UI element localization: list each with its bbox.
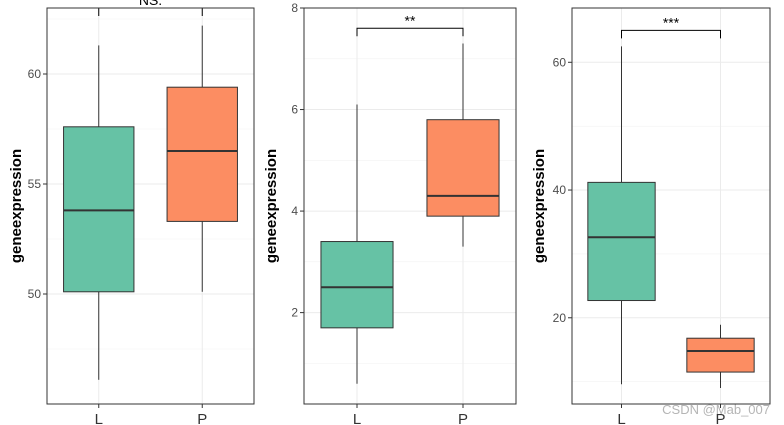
y-tick-label: 6 <box>291 103 298 117</box>
x-tick-label: L <box>95 411 103 425</box>
significance-bracket <box>621 29 721 39</box>
box-body <box>426 119 500 217</box>
y-tick-label: 4 <box>291 204 298 218</box>
box-P <box>686 324 755 389</box>
box-body <box>686 337 755 373</box>
y-axis-title: geneexpression <box>531 149 548 263</box>
y-tick-label: 20 <box>553 311 567 325</box>
significance-bracket <box>356 27 464 37</box>
y-axis-title: geneexpression <box>8 149 25 263</box>
panel-border <box>46 7 255 405</box>
box-body <box>320 241 394 329</box>
x-tick-label: P <box>197 411 207 425</box>
y-tick-label: 40 <box>553 183 567 197</box>
box-P <box>166 25 238 292</box>
y-axis-title: geneexpression <box>263 149 280 263</box>
y-tick-label: 8 <box>291 1 298 15</box>
panel-border <box>571 7 771 405</box>
panel-border <box>303 7 517 405</box>
y-tick-label: 60 <box>553 55 567 69</box>
significance-label: *** <box>663 14 680 30</box>
significance-bracket <box>98 7 203 16</box>
box-P <box>426 43 500 247</box>
x-tick-label: P <box>715 411 725 425</box>
box-L <box>63 45 135 380</box>
significance-label: ** <box>405 12 416 28</box>
x-tick-label: P <box>458 411 468 425</box>
box-body <box>63 126 135 293</box>
y-tick-label: 55 <box>28 177 42 191</box>
box-L <box>320 104 394 384</box>
x-tick-label: L <box>353 411 361 425</box>
box-body <box>166 86 238 222</box>
x-tick-label: L <box>617 411 625 425</box>
y-tick-label: 50 <box>28 287 42 301</box>
box-body <box>587 181 656 302</box>
significance-label: NS. <box>139 0 162 8</box>
y-tick-label: 2 <box>291 306 298 320</box>
watermark: CSDN @Mab_007 <box>662 402 770 417</box>
box-L <box>587 46 656 385</box>
y-tick-label: 60 <box>28 67 42 81</box>
